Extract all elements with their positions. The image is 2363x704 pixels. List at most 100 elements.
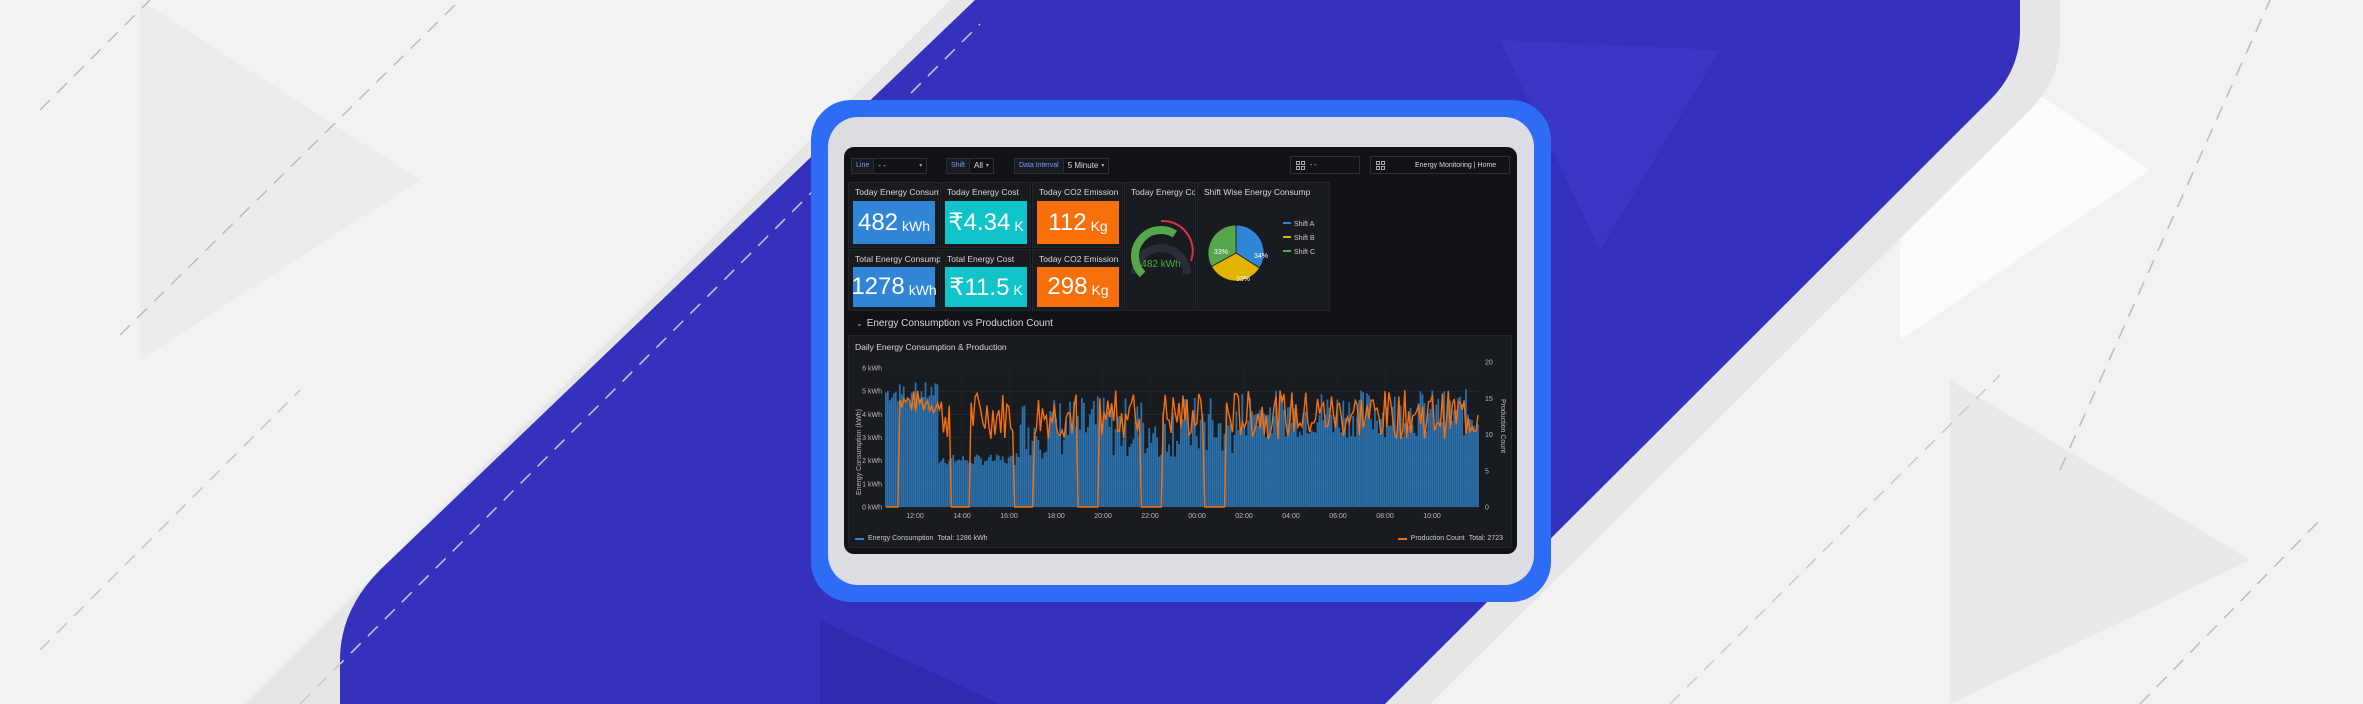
energy-bar [896, 401, 899, 507]
energy-bar [1237, 430, 1240, 507]
energy-bar [1300, 434, 1303, 507]
energy-bar [1124, 398, 1127, 507]
energy-bar [936, 384, 939, 507]
energy-bar [942, 458, 945, 507]
energy-bar [1019, 424, 1022, 507]
energy-bar [1330, 415, 1333, 507]
energy-bar [1417, 403, 1420, 507]
panel-title: Today CO2 Emission [1039, 254, 1119, 264]
energy-bar [1397, 401, 1400, 507]
energy-bar [1273, 416, 1275, 507]
x-tick-label: 06:00 [1329, 513, 1347, 520]
interval-filter-select[interactable]: 5 Minute ▾ [1063, 158, 1110, 174]
shift-filter[interactable]: Shift All ▾ [946, 158, 994, 174]
energy-bar [1378, 433, 1380, 507]
interval-filter[interactable]: Data Interval 5 Minute ▾ [1014, 158, 1110, 174]
energy-bar [1136, 406, 1139, 507]
energy-bar [885, 392, 887, 507]
energy-bar [1314, 432, 1317, 507]
energy-bar [1144, 453, 1147, 507]
legend-label-shift-a[interactable]: Shift A [1294, 221, 1315, 228]
line-filter-select[interactable]: - - ▾ [874, 158, 928, 174]
energy-bar [1255, 414, 1258, 507]
energy-bar [1015, 453, 1018, 507]
energy-bar [1156, 437, 1159, 507]
energy-bar [904, 401, 907, 507]
energy-bar [906, 397, 909, 507]
energy-bar [978, 455, 980, 507]
energy-bar [1443, 391, 1446, 507]
energy-bar [1467, 414, 1469, 507]
energy-bar [987, 457, 990, 507]
stat-unit: kWh [902, 217, 931, 234]
y-axis-label: Energy Consumption (kWh) [856, 409, 863, 495]
energy-bar [910, 392, 913, 507]
energy-bar [1391, 406, 1394, 507]
energy-bar [952, 454, 955, 507]
energy-bar [1247, 420, 1250, 507]
energy-bar [1374, 409, 1376, 507]
energy-bar [1449, 400, 1452, 507]
section-row-toggle[interactable]: ⌄ Energy Consumption vs Production Count [848, 314, 1512, 332]
chevron-down-icon: ▾ [985, 163, 989, 169]
energy-bar [1096, 396, 1099, 507]
energy-bar [1261, 408, 1263, 507]
line-filter[interactable]: Line - - ▾ [851, 158, 928, 174]
energy-bar [1083, 402, 1085, 507]
pie-slice-shift-c[interactable] [1207, 224, 1237, 268]
energy-bar [1473, 425, 1475, 507]
energy-bar [1166, 451, 1168, 507]
energy-bar [1197, 448, 1200, 507]
energy-bar [1100, 430, 1103, 507]
energy-bar [1021, 406, 1024, 507]
breadcrumb[interactable]: Energy Monitoring | Home [1370, 156, 1510, 174]
line-filter-label: Line [851, 158, 875, 174]
energy-bar [1152, 433, 1155, 507]
energy-bar [1380, 419, 1382, 507]
shift-filter-label: Shift [946, 158, 971, 174]
x-tick-label: 00:00 [1188, 513, 1206, 520]
chart-title: Daily Energy Consumption & Production [855, 342, 1007, 352]
energy-bar [1306, 433, 1309, 507]
energy-bar [1108, 426, 1111, 507]
energy-bar [1409, 407, 1412, 507]
dashboard-picker-value: - - [1310, 161, 1317, 169]
legend-label-shift-b[interactable]: Shift B [1294, 235, 1315, 242]
energy-bar [960, 460, 963, 507]
energy-bar [1211, 420, 1214, 507]
shift-filter-select[interactable]: All ▾ [970, 158, 994, 174]
legend-production[interactable]: Production Count Total: 2723 [1397, 535, 1503, 542]
energy-bar [1041, 458, 1044, 507]
energy-bar [934, 383, 937, 507]
stat-panel-total-energy: Total Energy Consumption 1278 kWh [848, 249, 955, 311]
energy-bar [1429, 409, 1432, 507]
energy-bar [991, 461, 994, 507]
energy-bar [938, 462, 941, 507]
x-tick-label: 02:00 [1235, 513, 1253, 520]
energy-bar [1182, 419, 1184, 507]
energy-bar [1130, 443, 1133, 507]
energy-bar [1104, 417, 1107, 507]
stat-value: 1278 [851, 273, 905, 300]
energy-bar [1243, 425, 1246, 507]
y2-tick-label: 20 [1485, 360, 1493, 367]
legend-label-shift-c[interactable]: Shift C [1294, 249, 1315, 256]
legend-energy[interactable]: Energy Consumption Total: 1286 kWh [855, 535, 988, 542]
energy-bar [1154, 426, 1157, 507]
energy-bar [958, 459, 961, 507]
dashboard-picker[interactable]: - - [1290, 156, 1360, 174]
stat-value: 298 [1047, 273, 1088, 300]
stat-panel-today-co2: Today CO2 Emission 112 Kg [1032, 182, 1123, 248]
stat-value-box: ₹4.34 K [945, 201, 1027, 244]
stat-value: 112 [1048, 208, 1087, 236]
panel-title: Total Energy Cost [947, 254, 1015, 264]
energy-bar [1263, 413, 1265, 507]
energy-bar [993, 460, 996, 507]
energy-bar [1316, 422, 1319, 507]
energy-bar [1094, 424, 1097, 507]
line-filter-value: - - [878, 161, 886, 170]
energy-bar [1471, 419, 1473, 507]
energy-bar [1265, 437, 1267, 507]
dashboard-grid-icon [1376, 160, 1385, 170]
energy-bar [1399, 405, 1402, 507]
